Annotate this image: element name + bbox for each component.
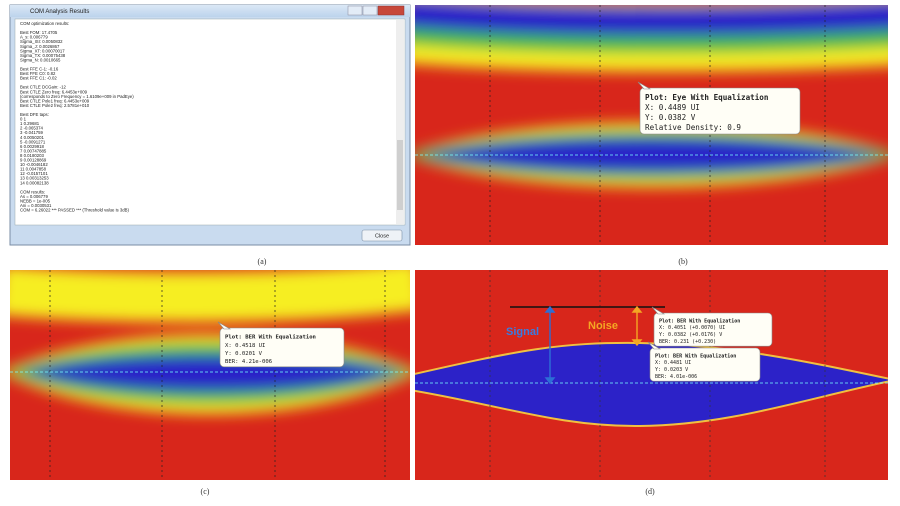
noise-label: Noise	[588, 320, 618, 332]
tooltip-box	[649, 347, 761, 382]
window-line: 8 0.0180203	[20, 153, 45, 158]
window-line: Best FFE C0: 0.82	[20, 71, 56, 76]
window-line: Sigma_ISI: 0.0050832	[20, 39, 63, 44]
noise-arrow	[631, 305, 643, 347]
window-line: Best DFE taps:	[20, 112, 49, 117]
window-line: Best CTLE DCGain: -12	[20, 85, 66, 90]
window-line: As = 0.006779	[20, 194, 48, 199]
tooltip-line: BER: 4.01e-006	[655, 374, 697, 380]
tooltip-line: Relative Density: 0.9	[645, 123, 741, 132]
tooltip-line: Y: 0.0201 V	[225, 351, 263, 357]
window-line: (corresponds to Zero Frequency = 1.6109e…	[20, 94, 134, 99]
signal-arrow	[544, 305, 556, 385]
window-line: Sigma_XT: 0.00070017	[20, 48, 65, 53]
window-line: 3 -0.041759	[20, 130, 44, 135]
tooltip-line: X: 0.4489 UI	[645, 103, 700, 112]
window-title: COM Analysis Results	[30, 9, 89, 15]
tooltip-line: X: 0.4518 UI	[225, 343, 265, 349]
window-line: Sigma_TX: 0.00075438	[20, 53, 66, 58]
window-line: 12 -0.0157101	[20, 171, 48, 176]
tooltip-line: Y: 0.0382 V	[645, 113, 696, 122]
scroll-thumb[interactable]	[397, 140, 403, 210]
signal-label: Signal	[506, 326, 539, 338]
window-line: Best CTLE Zero freq: 6.4453e+009	[20, 89, 88, 94]
caption: (b)	[678, 257, 688, 266]
tooltip-box	[653, 312, 773, 347]
caption: (c)	[201, 487, 210, 496]
window-line: Best CTLE Pole2 freq: 2.5781e+010	[20, 103, 90, 108]
captions: (a) (b) (c) (d)	[201, 257, 688, 496]
tooltip-pointer	[651, 306, 666, 315]
window-line: 9 0.00128869	[20, 158, 47, 163]
window-line: NEBB = 1e-005	[20, 198, 51, 203]
tooltip-line: X: 0.4051 (+0.0070) UI	[659, 325, 725, 331]
window-line: Best FFE C1: -0.02	[20, 76, 57, 81]
window-line: COM = 6.26022 *** PASSED *** (Threshold …	[20, 208, 130, 213]
window-line: 0 1	[20, 117, 27, 122]
close-button-label: Close	[375, 234, 389, 240]
title-bar	[10, 5, 410, 17]
maximize[interactable]	[362, 5, 378, 16]
tooltip-line: Plot: BER With Equalization	[655, 353, 736, 359]
tooltip-pointer	[647, 341, 662, 350]
caption: (a)	[258, 257, 267, 266]
window-line: 6 0.0029918	[20, 144, 45, 149]
window-line: A_s: 0.006779	[20, 35, 48, 40]
window-line: Sigma_J: 0.0026867	[20, 44, 60, 49]
eye-plot-c	[10, 270, 410, 480]
minimize[interactable]	[347, 5, 363, 16]
tooltip-line: Plot: BER With Equalization	[225, 335, 316, 341]
window-line: Sigma_N: 0.0010665	[20, 57, 61, 62]
tooltip-pointer	[217, 321, 232, 330]
tooltip-box	[639, 87, 801, 135]
window-line: Best CTLE Pole1 freq: 6.4453e+009	[20, 98, 90, 103]
window-line: 13 0.00313253	[20, 176, 49, 181]
text-area	[14, 18, 406, 226]
tooltip-line: BER: 4.21e-006	[225, 359, 272, 365]
close-x[interactable]	[377, 5, 405, 16]
window-line: 11 0.0047858	[20, 167, 47, 172]
window: COM Analysis Results Close COM optimizat…	[9, 4, 411, 246]
tooltip-box	[219, 327, 345, 368]
window-text: COM optimization results: Best FOM: 17.47…	[20, 21, 134, 213]
caption: (d)	[645, 487, 655, 496]
close-button[interactable]	[361, 229, 403, 242]
window-line: 10 -0.0046182	[20, 162, 48, 167]
tooltip-line: BER: 0.231 (+0.230)	[659, 339, 716, 345]
tooltip-line: Y: 0.0203 V	[655, 367, 688, 373]
tooltip-line: Plot: BER With Equalization	[659, 318, 740, 324]
window-line: Ani = 0.0030531	[20, 203, 52, 208]
window-line: 2 -0.065374	[20, 126, 44, 131]
ber-plot-d: Signal Noise	[415, 270, 888, 480]
tooltip-line: Y: 0.0382 (+0.0176) V	[659, 332, 722, 338]
window-line: Best FOM: 17.4705	[20, 30, 58, 35]
window-line: 7 0.00747885	[20, 148, 47, 153]
tooltip-line: X: 0.4481 UI	[655, 360, 691, 366]
window-line: 1 0.29681	[20, 121, 40, 126]
tooltip-pointer	[637, 81, 652, 90]
tooltip-line: Plot: Eye With Equalization	[645, 93, 768, 102]
window-line: 14 0.00082138	[20, 180, 49, 185]
window-line: COM results:	[20, 189, 45, 194]
window-line: 4 0.0050201	[20, 135, 45, 140]
scrollbar[interactable]	[396, 20, 404, 224]
window-line: Best FFE C-1: -0.16	[20, 67, 59, 72]
window-line: COM optimization results:	[20, 21, 69, 26]
window-line: 5 -0.0091271	[20, 139, 46, 144]
